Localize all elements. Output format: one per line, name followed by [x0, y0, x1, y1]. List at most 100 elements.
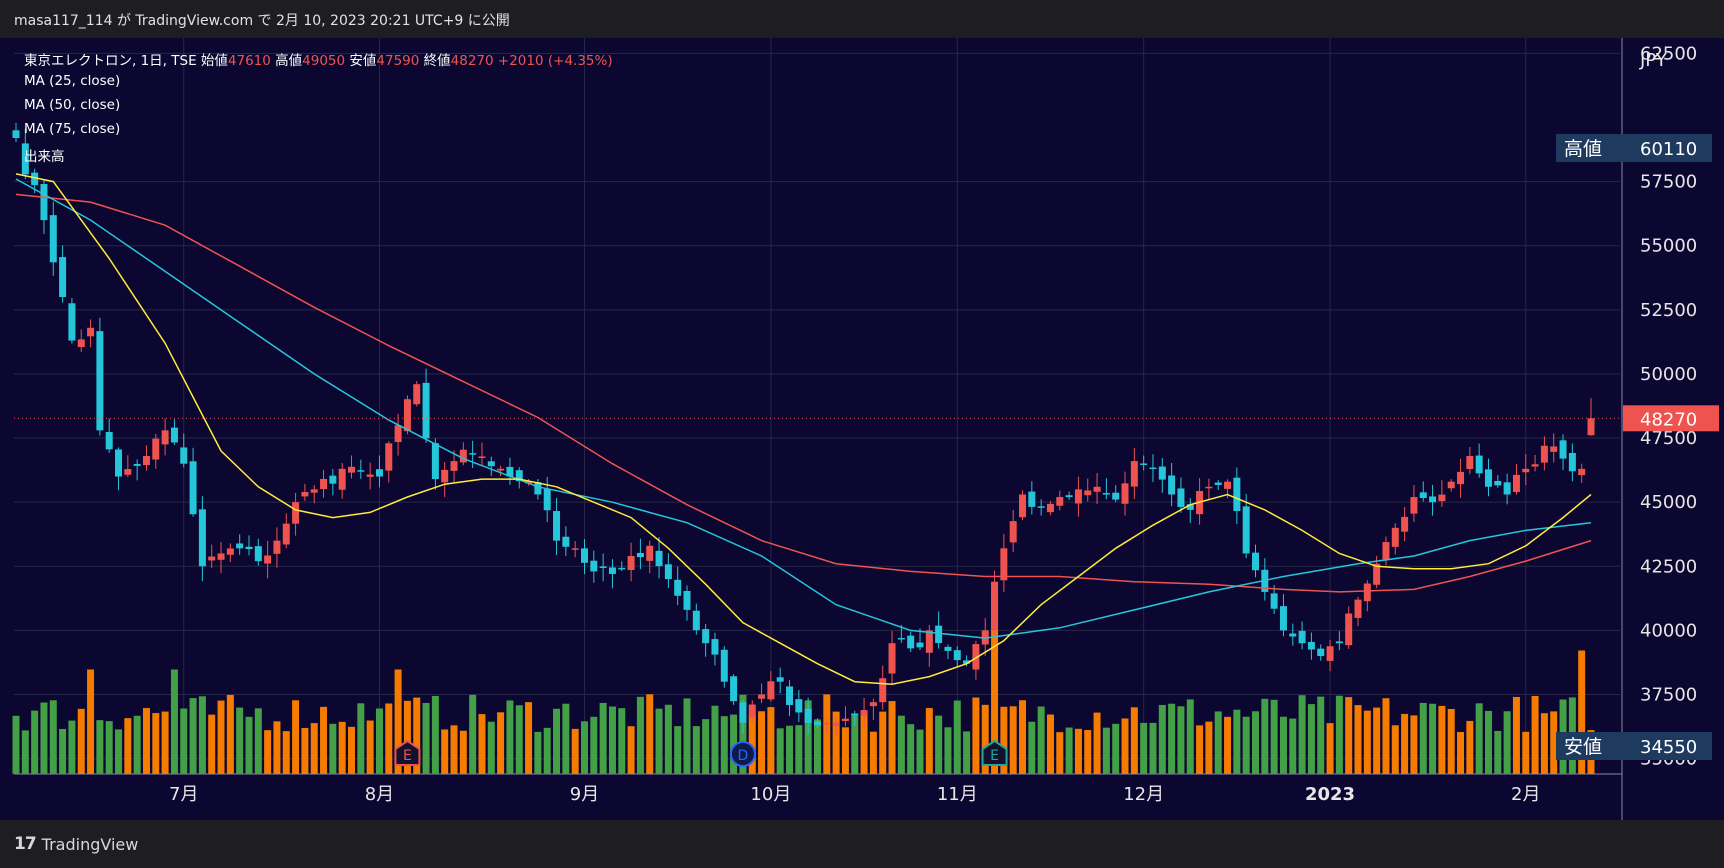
volume-bar [776, 728, 784, 774]
candle-body [170, 427, 178, 443]
candle-body [823, 722, 831, 725]
volume-bar [571, 728, 579, 774]
candle-body [879, 678, 887, 703]
candle-body [562, 536, 570, 547]
volume-bar [972, 697, 980, 774]
volume-bar [1429, 703, 1437, 774]
volume-bar [413, 697, 421, 774]
candle-body [804, 708, 812, 723]
volume-bar [245, 716, 253, 774]
volume-bar [646, 694, 654, 774]
y-tick-label: 62500 [1640, 43, 1697, 64]
volume-bar [1177, 706, 1185, 774]
tradingview-logo[interactable]: 17 TradingView [14, 834, 138, 854]
candle-body [580, 548, 588, 563]
legend-high-label: 高値 [275, 53, 303, 69]
candle-body [1447, 481, 1455, 489]
candle-body [1540, 445, 1548, 463]
candle-body [152, 438, 160, 460]
volume-bar [1158, 704, 1166, 774]
candle-body [320, 478, 328, 490]
volume-bar [553, 708, 561, 774]
volume-bar [236, 707, 244, 774]
volume-bar [366, 720, 374, 774]
legend-ma75[interactable]: MA (75, close) [24, 121, 121, 137]
candle-body [646, 545, 654, 561]
candle-body [972, 644, 980, 670]
volume-bar [748, 715, 756, 774]
publish-header: masa117_114 が TradingView.com で 2月 10, 2… [0, 0, 1724, 38]
volume-bar [40, 702, 48, 774]
volume-bar [1000, 706, 1008, 774]
volume-bar [590, 716, 598, 774]
candle-body [161, 430, 169, 445]
candle-body [1466, 456, 1474, 470]
volume-bar [1009, 706, 1017, 774]
volume-bar [720, 716, 728, 774]
candle-body [1112, 492, 1120, 500]
candle-body [1093, 486, 1101, 492]
volume-bar [459, 730, 467, 774]
volume-bar [115, 729, 123, 774]
volume-bar [1401, 713, 1409, 774]
candle-body [897, 637, 905, 640]
volume-bar [1363, 710, 1371, 774]
volume-bar [1093, 712, 1101, 774]
candle-body [1009, 521, 1017, 543]
candle-body [1130, 461, 1138, 487]
candle-body [525, 481, 533, 484]
candle-body [1317, 648, 1325, 657]
volume-bar [1074, 728, 1082, 774]
volume-bar [916, 729, 924, 774]
volume-bar [1335, 695, 1343, 774]
volume-bar [161, 711, 169, 774]
candle-body [357, 470, 365, 472]
candle-body [571, 548, 579, 550]
volume-bar [1373, 707, 1381, 774]
candle-body [1429, 496, 1437, 503]
volume-bar [217, 700, 225, 774]
candle-body [1046, 503, 1054, 513]
candle-body [469, 453, 477, 455]
candle-body [963, 660, 971, 664]
volume-bar [1307, 704, 1315, 774]
candle-body [758, 694, 766, 699]
candle-body [375, 469, 383, 477]
volume-bar [1046, 714, 1054, 774]
legend-ma25[interactable]: MA (25, close) [24, 73, 121, 89]
volume-bar [580, 721, 588, 774]
legend-symbol: 東京エレクトロン, 1日, TSE [24, 53, 197, 69]
y-tick-label: 55000 [1640, 236, 1697, 257]
volume-bar [1130, 707, 1138, 774]
candle-body [1410, 497, 1418, 514]
candle-body [385, 443, 393, 471]
volume-bar [562, 703, 570, 774]
legend-ma50[interactable]: MA (50, close) [24, 97, 121, 113]
candle-body [1186, 504, 1194, 510]
candle-body [1550, 446, 1558, 452]
volume-bar [21, 730, 29, 774]
candle-body [208, 556, 216, 561]
candle-body [664, 564, 672, 580]
y-tick-label: 42500 [1640, 556, 1697, 577]
volume-bar [1251, 711, 1259, 774]
legend-volume[interactable]: 出来高 [24, 149, 65, 165]
candle-body [459, 449, 467, 463]
legend-open-label: 始値 [200, 53, 228, 69]
candle-body [254, 546, 262, 562]
candle-body [730, 676, 738, 702]
volume-bar [273, 721, 281, 774]
volume-bar [1121, 718, 1129, 774]
candle-body [1373, 563, 1381, 585]
volume-bar [1140, 722, 1148, 774]
volume-bar [105, 721, 113, 774]
volume-bar [674, 726, 682, 774]
volume-bar [1214, 711, 1222, 774]
candle-body [1363, 583, 1371, 602]
candle-body [1354, 599, 1362, 618]
earnings-marker [394, 739, 421, 766]
candle-body [226, 548, 234, 555]
candle-body [1457, 471, 1465, 485]
volume-bar [469, 694, 477, 774]
